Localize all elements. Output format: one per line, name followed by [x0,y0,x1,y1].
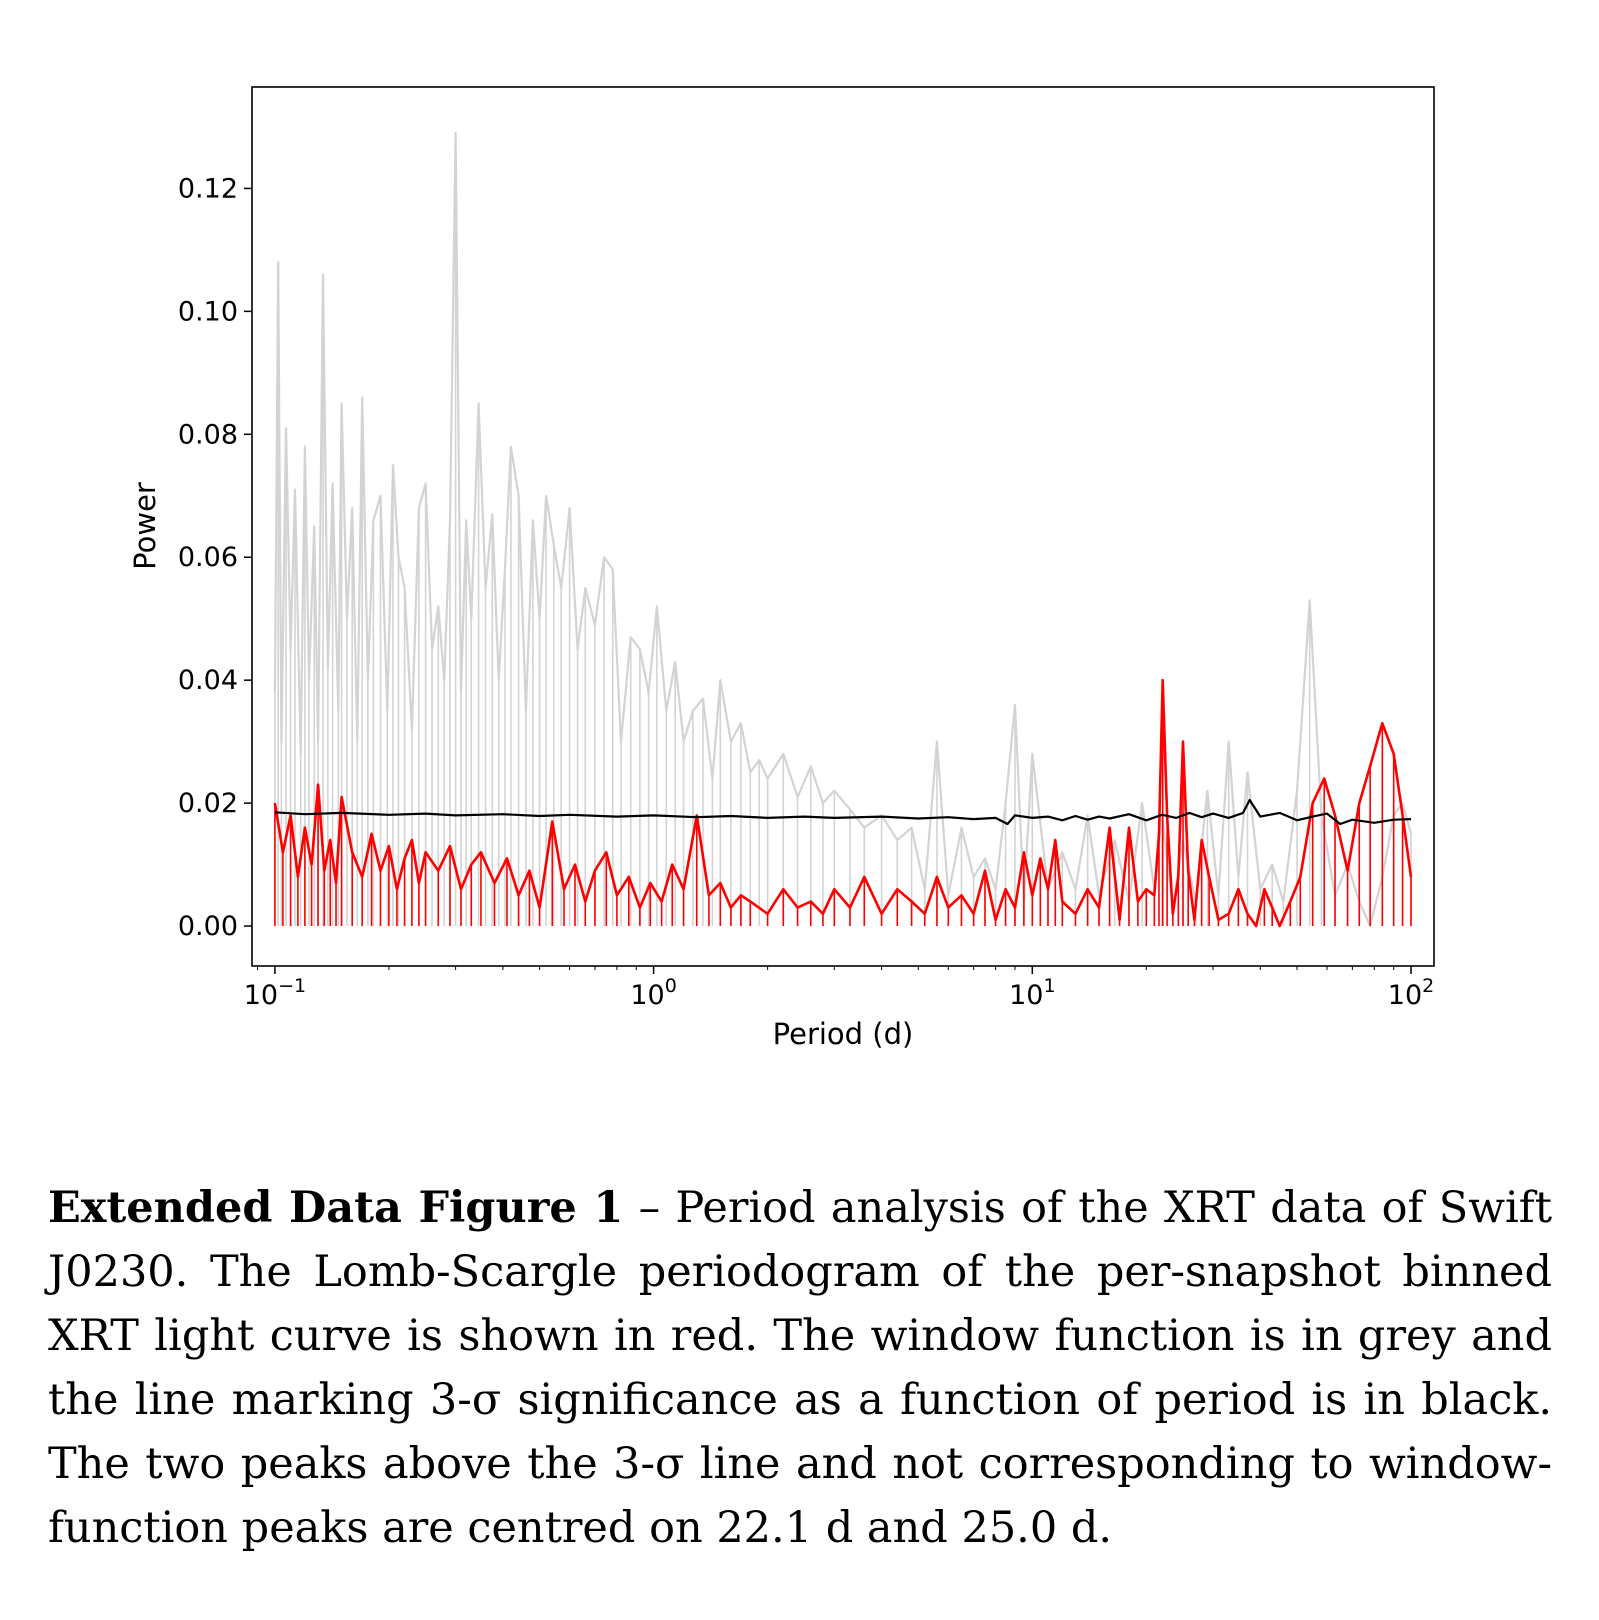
x-tick-label: 102 [1388,975,1434,1011]
3-sigma-significance-line [274,798,1412,826]
y-tick-label: 0.02 [178,788,238,819]
y-tick-label: 0.08 [178,419,238,450]
x-tick-label: 101 [1009,975,1055,1011]
series-layer [273,132,1413,928]
y-tick-label: 0.00 [178,911,238,942]
y-tick-label: 0.12 [178,173,238,204]
plot-background [252,87,1434,966]
caption-text: – Period analysis of the XRT data of Swi… [48,1183,1552,1553]
y-tick-label: 0.10 [178,296,238,327]
y-tick-label: 0.06 [178,542,238,573]
figure-caption: Extended Data Figure 1 – Period analysis… [48,1176,1552,1560]
x-tick-label: 10−1 [244,975,306,1011]
y-tick-label: 0.04 [178,665,238,696]
y-axis-label: Power [128,482,162,570]
plot-frame [251,86,1435,967]
y-axis: 0.00 0.02 0.04 0.06 0.08 0.10 0.12 [178,173,252,942]
x-axis: 10−1 100 101 102 [244,966,1434,1011]
x-axis-label: Period (d) [773,1017,914,1051]
x-tick-label: 100 [630,975,676,1011]
periodogram-figure: 0.000.020.040.060.080.100.12 10−1 100 101 1… [128,86,1435,1051]
caption-label: Extended Data Figure 1 [48,1183,624,1233]
